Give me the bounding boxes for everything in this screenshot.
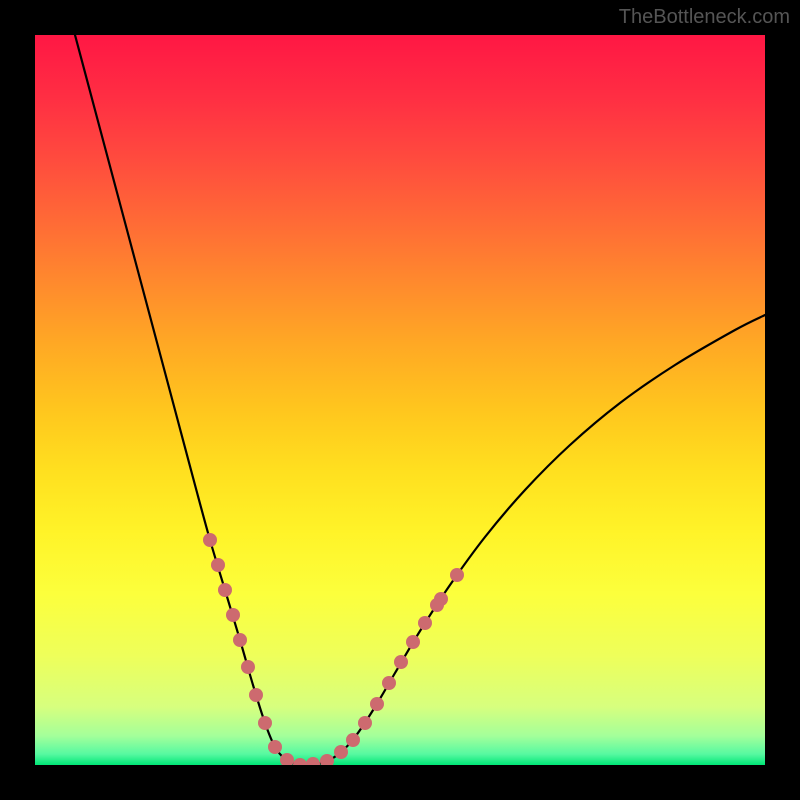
data-marker <box>382 676 396 690</box>
data-marker <box>241 660 255 674</box>
data-marker <box>203 533 217 547</box>
data-marker <box>370 697 384 711</box>
watermark-text: TheBottleneck.com <box>619 6 790 29</box>
plot-area <box>35 35 765 765</box>
data-marker <box>211 558 225 572</box>
data-marker <box>268 740 282 754</box>
data-marker <box>334 745 348 759</box>
data-marker <box>406 635 420 649</box>
chart-frame: TheBottleneck.com <box>0 0 800 800</box>
data-marker <box>430 598 444 612</box>
data-marker <box>450 568 464 582</box>
data-marker <box>358 716 372 730</box>
data-marker <box>226 608 240 622</box>
data-marker <box>346 733 360 747</box>
data-marker <box>394 655 408 669</box>
data-marker <box>418 616 432 630</box>
data-marker <box>258 716 272 730</box>
data-marker <box>249 688 263 702</box>
data-marker <box>233 633 247 647</box>
bottleneck-curve-chart <box>35 35 765 765</box>
data-marker <box>218 583 232 597</box>
